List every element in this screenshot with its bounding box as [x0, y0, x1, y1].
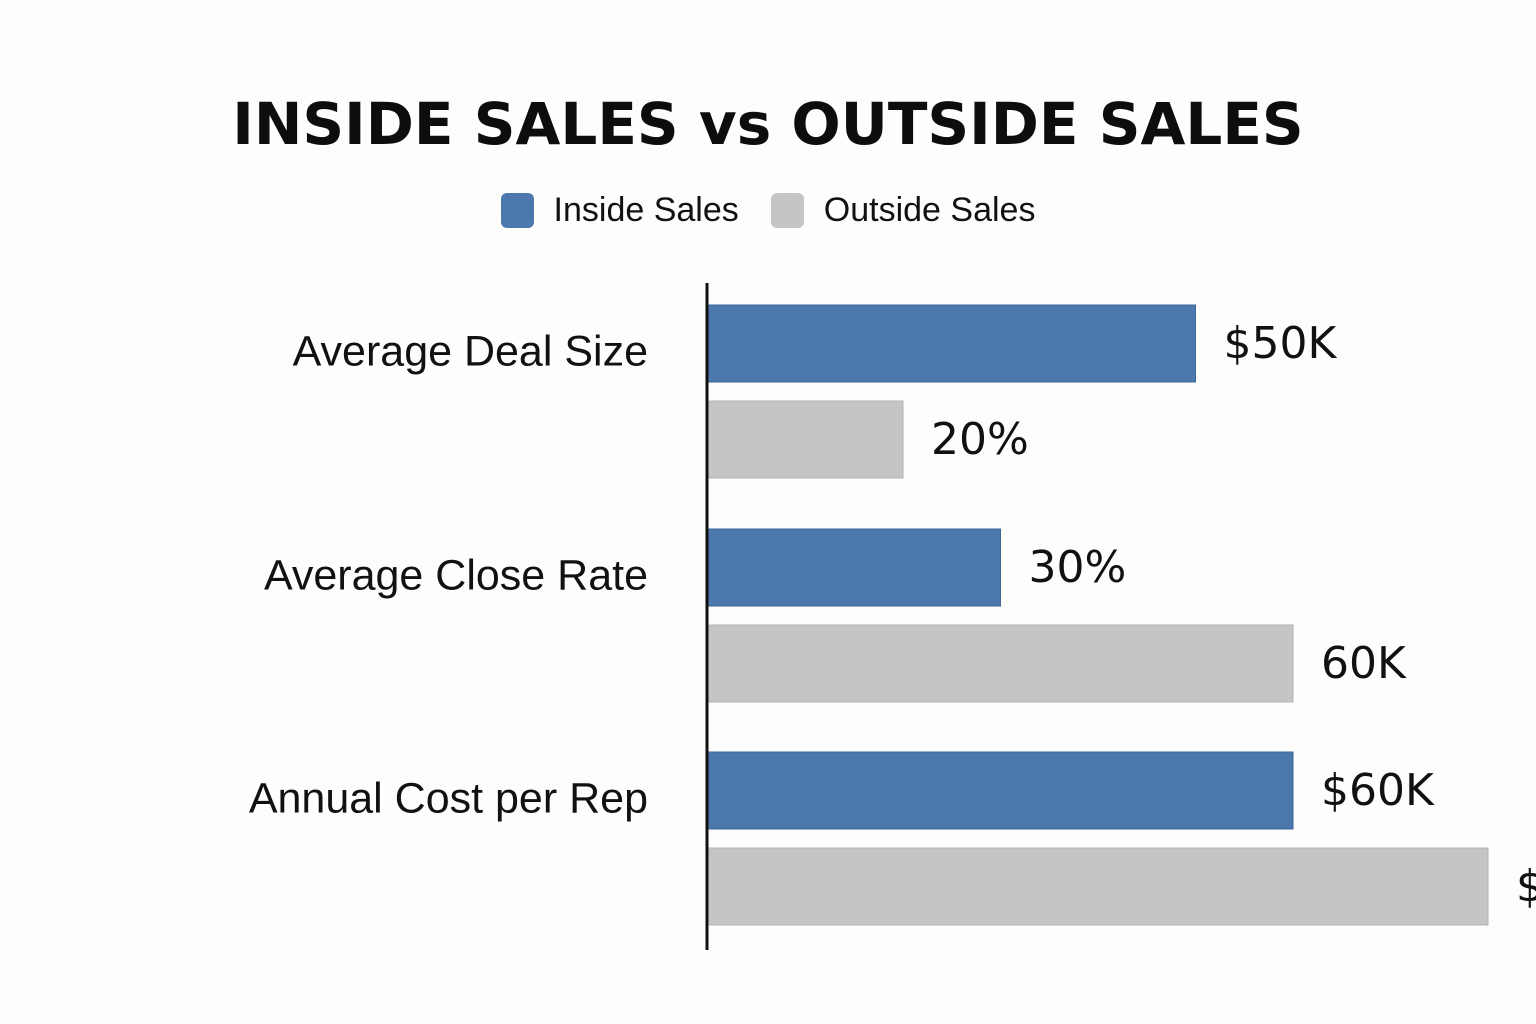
bar-inside-sales-annual-cost-per-rep	[707, 751, 1294, 830]
bar-inside-sales-average-close-rate	[707, 528, 1001, 607]
legend-item-outside-sales: Outside Sales	[770, 188, 1036, 232]
bar-inside-sales-average-deal-size	[707, 304, 1196, 383]
value-label-outside-sales-annual-cost-per-rep: $80K	[1516, 861, 1536, 912]
chart-title: INSIDE SALES vs OUTSIDE SALES	[232, 90, 1304, 158]
bar-outside-sales-average-close-rate	[707, 624, 1294, 703]
category-label-annual-cost-per-rep: Annual Cost per Rep	[249, 775, 648, 823]
value-label-inside-sales-average-deal-size: $50K	[1224, 318, 1338, 369]
value-label-outside-sales-average-close-rate: 60K	[1321, 638, 1407, 689]
legend-label-outside-sales: Outside Sales	[823, 191, 1036, 229]
legend-label-inside-sales: Inside Sales	[553, 191, 739, 229]
bar-outside-sales-average-deal-size	[707, 400, 904, 479]
legend-item-inside-sales: Inside Sales	[500, 188, 739, 232]
category-label-average-deal-size: Average Deal Size	[293, 328, 648, 376]
bars-layer: Average Deal Size $50K 20% Average Close Ra…	[249, 304, 1536, 926]
legend: Inside Sales Outside Sales	[0, 188, 1536, 232]
legend-swatch-outside-sales	[770, 192, 804, 228]
value-label-inside-sales-annual-cost-per-rep: $60K	[1321, 765, 1435, 816]
legend-swatch-inside-sales	[500, 192, 534, 228]
bar-outside-sales-annual-cost-per-rep	[707, 847, 1489, 926]
value-label-outside-sales-average-deal-size: 20%	[931, 414, 1029, 465]
value-label-inside-sales-average-close-rate: 30%	[1029, 542, 1127, 593]
category-label-average-close-rate: Average Close Rate	[264, 552, 648, 600]
